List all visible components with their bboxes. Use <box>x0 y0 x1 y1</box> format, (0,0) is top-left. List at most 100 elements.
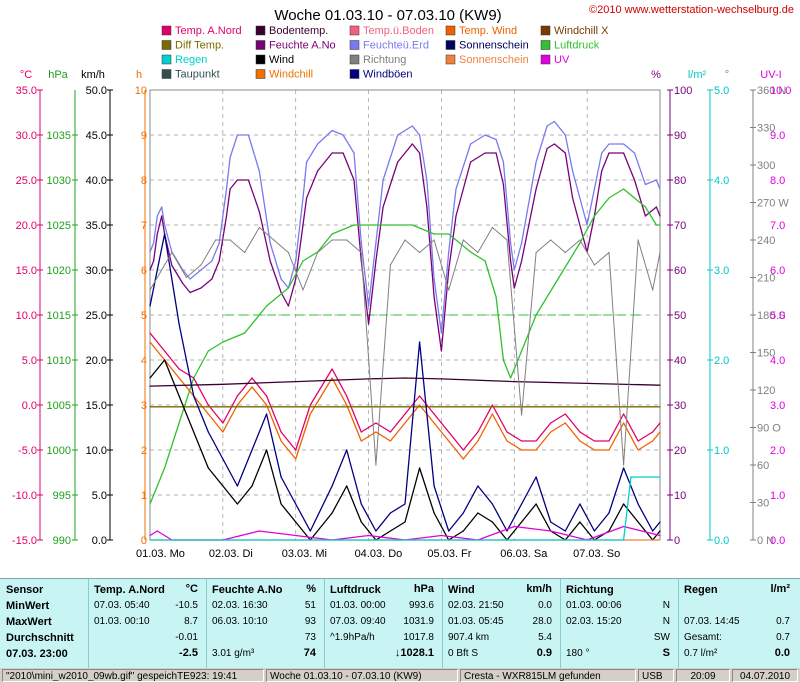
point-temp-a-nord-1 <box>164 350 166 352</box>
legend-label-diff-temp: Diff Temp. <box>175 40 224 52</box>
tick-direction_deg-9: 90 O <box>757 423 781 435</box>
wind-unit: km/h <box>526 583 552 595</box>
point-temp-wind-20 <box>448 440 450 442</box>
point-temp-wind-31 <box>608 449 610 451</box>
pressure-avg: 1017.8 <box>403 632 434 643</box>
rain-rate: 0.7 l/m² <box>684 648 718 659</box>
point-wind-26 <box>535 503 537 505</box>
point-luftdruck-27 <box>593 215 596 217</box>
humidity-avg: 73 <box>304 632 316 643</box>
temp-unit: °C <box>185 583 198 595</box>
point-feuchte-erd-33 <box>426 179 428 181</box>
point-feuchte-erd-45 <box>535 161 537 163</box>
status-date: 04.07.2010 <box>732 669 798 682</box>
point-feuchte-a-no-1 <box>153 260 155 262</box>
sensor-header: Sensor <box>6 584 44 596</box>
tick-temp_c-0: 35.0 <box>16 85 37 97</box>
plot-area: 01.03. Mo 02.03. Di 03.03. Mi 04.03. Do 05.0… <box>136 89 661 560</box>
tick-temp_c-3: 20.0 <box>16 220 37 232</box>
point-windb-en-19 <box>433 485 435 487</box>
point-uv-0 <box>149 534 151 537</box>
point-temp-wind-12 <box>331 377 333 379</box>
point-temp-a-nord-30 <box>593 440 596 442</box>
status-time: 20:09 <box>676 669 730 682</box>
tick-rain_lm2-4: 1.0 <box>714 445 729 457</box>
x-label-1: 02.03. Di <box>209 548 253 560</box>
legend: Temp. A.Nord Diff Temp. Regen Taupunkt Boden… <box>161 25 609 81</box>
tick-humidity_pct-3: 70 <box>674 220 686 232</box>
point-bodentemp-5 <box>440 378 442 380</box>
series-feuchte-erd-1 <box>149 120 661 334</box>
point-feuchte-erd-23 <box>331 129 333 132</box>
tick-temp_c-1: 30.0 <box>16 130 37 142</box>
point-richtung-24 <box>506 239 508 241</box>
series-luftdruck-2 <box>149 188 661 505</box>
point-windb-en-34 <box>652 530 654 532</box>
x-label-5: 06.03. Sa <box>500 548 548 560</box>
point-temp-a-nord-16 <box>389 431 391 433</box>
point-richtung-12 <box>331 239 333 241</box>
point-diff-temp-1 <box>659 406 661 408</box>
rain-max-val: 0.7 <box>776 616 790 627</box>
point-feuchte-erd-22 <box>317 143 319 145</box>
row-avg-label: Durchschnitt <box>6 632 74 644</box>
tick-direction_deg-5: 210 <box>757 273 775 285</box>
point-windb-en-15 <box>375 530 377 532</box>
point-feuchte-a-no-25 <box>353 179 355 181</box>
pressure-min-time: 01.03. 00:00 <box>330 600 386 611</box>
legend-label-taupunkt: Taupunkt <box>175 69 220 81</box>
point-feuchte-a-no-6 <box>182 282 184 285</box>
chart-title: Woche 01.03.10 - 07.03.10 (KW9) <box>274 7 501 24</box>
point-feuchte-a-no-43 <box>513 287 515 289</box>
point-feuchte-a-no-28 <box>375 260 377 262</box>
point-luftdruck-0 <box>149 503 151 505</box>
point-feuchte-a-no-33 <box>426 206 428 208</box>
summary-panel: Sensor MinWert MaxWert Durchschnitt 07.0… <box>0 578 800 668</box>
point-feuchte-a-no-30 <box>397 161 399 163</box>
tick-sun_h-3: 7 <box>141 220 147 232</box>
point-feuchte-a-no-20 <box>302 224 304 226</box>
legend-label-wind: Wind <box>269 54 294 66</box>
point-wind-4 <box>207 467 209 469</box>
point-richtung-1 <box>171 251 173 254</box>
point-feuchte-erd-47 <box>553 120 556 123</box>
point-temp-a-nord-27 <box>550 422 552 424</box>
point-feuchte-erd-43 <box>513 269 515 271</box>
point-windb-en-20 <box>448 530 450 532</box>
point-feuchte-erd-11 <box>225 188 228 190</box>
legend-swatch-regen <box>161 54 172 65</box>
point-wind-2 <box>178 395 180 397</box>
pressure-current: ↓1028.1 <box>394 647 434 659</box>
tick-uv_index-9: 1.0 <box>770 490 785 502</box>
tick-wind_kmh-8: 10.0 <box>86 445 107 457</box>
summary-rain-col: Regen l/m² 07.03. 14:45 0.7 Gesamt: 0.7 … <box>678 579 800 668</box>
point-temp-wind-22 <box>477 440 479 442</box>
point-feuchte-erd-1 <box>153 242 155 244</box>
point-luftdruck-16 <box>433 233 435 235</box>
point-feuchte-erd-30 <box>397 134 399 136</box>
point-temp-a-nord-23 <box>491 404 493 406</box>
tick-uv_index-5: 5.0 <box>770 310 785 322</box>
point-feuchte-a-no-29 <box>382 206 384 208</box>
point-feuchte-a-no-37 <box>455 215 457 217</box>
point-windb-en-31 <box>608 512 610 514</box>
point-luftdruck-20 <box>495 296 497 298</box>
point-richtung-18 <box>419 251 421 254</box>
point-wind-16 <box>389 530 391 532</box>
legend-swatch-temp-boden <box>349 25 360 36</box>
legend-swatch-bodentemp <box>255 25 266 36</box>
point-richtung-31 <box>608 251 610 254</box>
legend-swatch-uv <box>540 54 551 65</box>
point-feuchte-a-no-34 <box>433 296 435 298</box>
legend-label-richtung: Richtung <box>363 54 406 66</box>
point-temp-a-nord-21 <box>462 449 464 451</box>
point-regen-2 <box>630 476 632 478</box>
point-regen-3 <box>659 476 661 478</box>
pressure-min-val: 993.6 <box>408 600 434 611</box>
point-bodentemp-0 <box>149 385 151 387</box>
tick-direction_deg-8: 120 <box>757 385 775 397</box>
pressure-header: Luftdruck <box>330 584 381 596</box>
point-feuchte-a-no-5 <box>171 264 173 267</box>
point-wind-7 <box>251 485 253 487</box>
point-uv-1 <box>156 530 158 532</box>
